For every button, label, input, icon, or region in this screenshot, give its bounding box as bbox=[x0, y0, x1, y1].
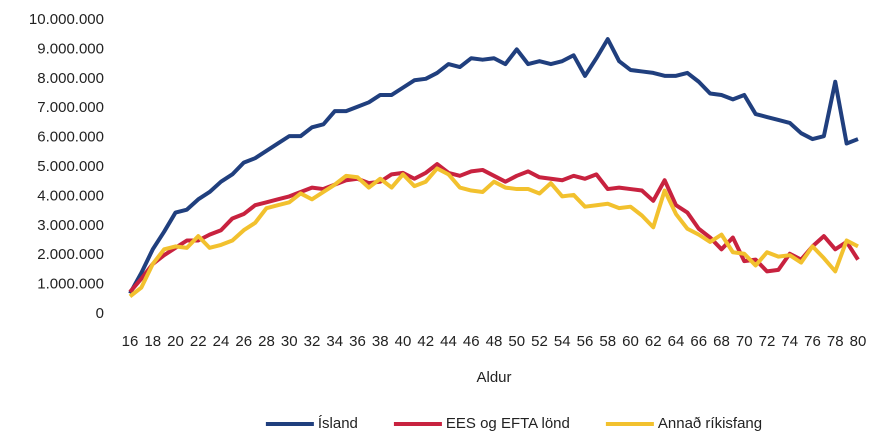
x-tick-label: 24 bbox=[213, 333, 230, 350]
x-tick-label: 22 bbox=[190, 333, 207, 350]
x-tick-label: 48 bbox=[486, 333, 503, 350]
y-tick-label: 8.000.000 bbox=[37, 70, 104, 87]
y-tick-label: 6.000.000 bbox=[37, 129, 104, 146]
x-tick-label: 18 bbox=[144, 333, 161, 350]
x-tick-label: 20 bbox=[167, 333, 184, 350]
legend-label: Annað ríkisfang bbox=[658, 415, 762, 432]
x-tick-label: 46 bbox=[463, 333, 480, 350]
x-tick-label: 64 bbox=[668, 333, 685, 350]
legend-label: EES og EFTA lönd bbox=[446, 415, 570, 432]
x-tick-label: 58 bbox=[599, 333, 616, 350]
x-tick-label: 56 bbox=[577, 333, 594, 350]
x-tick-label: 60 bbox=[622, 333, 639, 350]
x-tick-label: 62 bbox=[645, 333, 662, 350]
x-tick-label: 72 bbox=[759, 333, 776, 350]
y-tick-label: 7.000.000 bbox=[37, 99, 104, 116]
x-tick-label: 38 bbox=[372, 333, 389, 350]
legend-label: Ísland bbox=[318, 415, 358, 432]
series-line bbox=[128, 162, 860, 294]
y-tick-label: 3.000.000 bbox=[37, 217, 104, 234]
x-tick-label: 34 bbox=[326, 333, 343, 350]
y-tick-label: 4.000.000 bbox=[37, 187, 104, 204]
y-tick-label: 9.000.000 bbox=[37, 40, 104, 57]
y-tick-label: 0 bbox=[96, 305, 104, 322]
x-tick-label: 78 bbox=[827, 333, 844, 350]
x-tick-label: 76 bbox=[804, 333, 821, 350]
y-tick-label: 1.000.000 bbox=[37, 276, 104, 293]
x-tick-label: 66 bbox=[690, 333, 707, 350]
x-tick-label: 74 bbox=[781, 333, 798, 350]
x-tick-label: 30 bbox=[281, 333, 298, 350]
x-tick-label: 28 bbox=[258, 333, 275, 350]
x-tick-label: 40 bbox=[395, 333, 412, 350]
x-tick-label: 32 bbox=[304, 333, 321, 350]
x-axis-title: Aldur bbox=[476, 369, 511, 386]
y-tick-label: 10.000.000 bbox=[29, 11, 104, 28]
y-tick-label: 2.000.000 bbox=[37, 246, 104, 263]
x-tick-label: 68 bbox=[713, 333, 730, 350]
series-line bbox=[128, 166, 859, 298]
x-tick-label: 36 bbox=[349, 333, 366, 350]
y-tick-label: 5.000.000 bbox=[37, 158, 104, 175]
x-tick-label: 42 bbox=[417, 333, 434, 350]
x-tick-label: 50 bbox=[508, 333, 525, 350]
x-tick-label: 80 bbox=[850, 333, 867, 350]
x-tick-label: 16 bbox=[122, 333, 139, 350]
x-tick-label: 52 bbox=[531, 333, 548, 350]
x-tick-label: 44 bbox=[440, 333, 457, 350]
x-tick-label: 26 bbox=[235, 333, 252, 350]
x-tick-label: 70 bbox=[736, 333, 753, 350]
series-line bbox=[128, 37, 859, 295]
x-tick-label: 54 bbox=[554, 333, 571, 350]
